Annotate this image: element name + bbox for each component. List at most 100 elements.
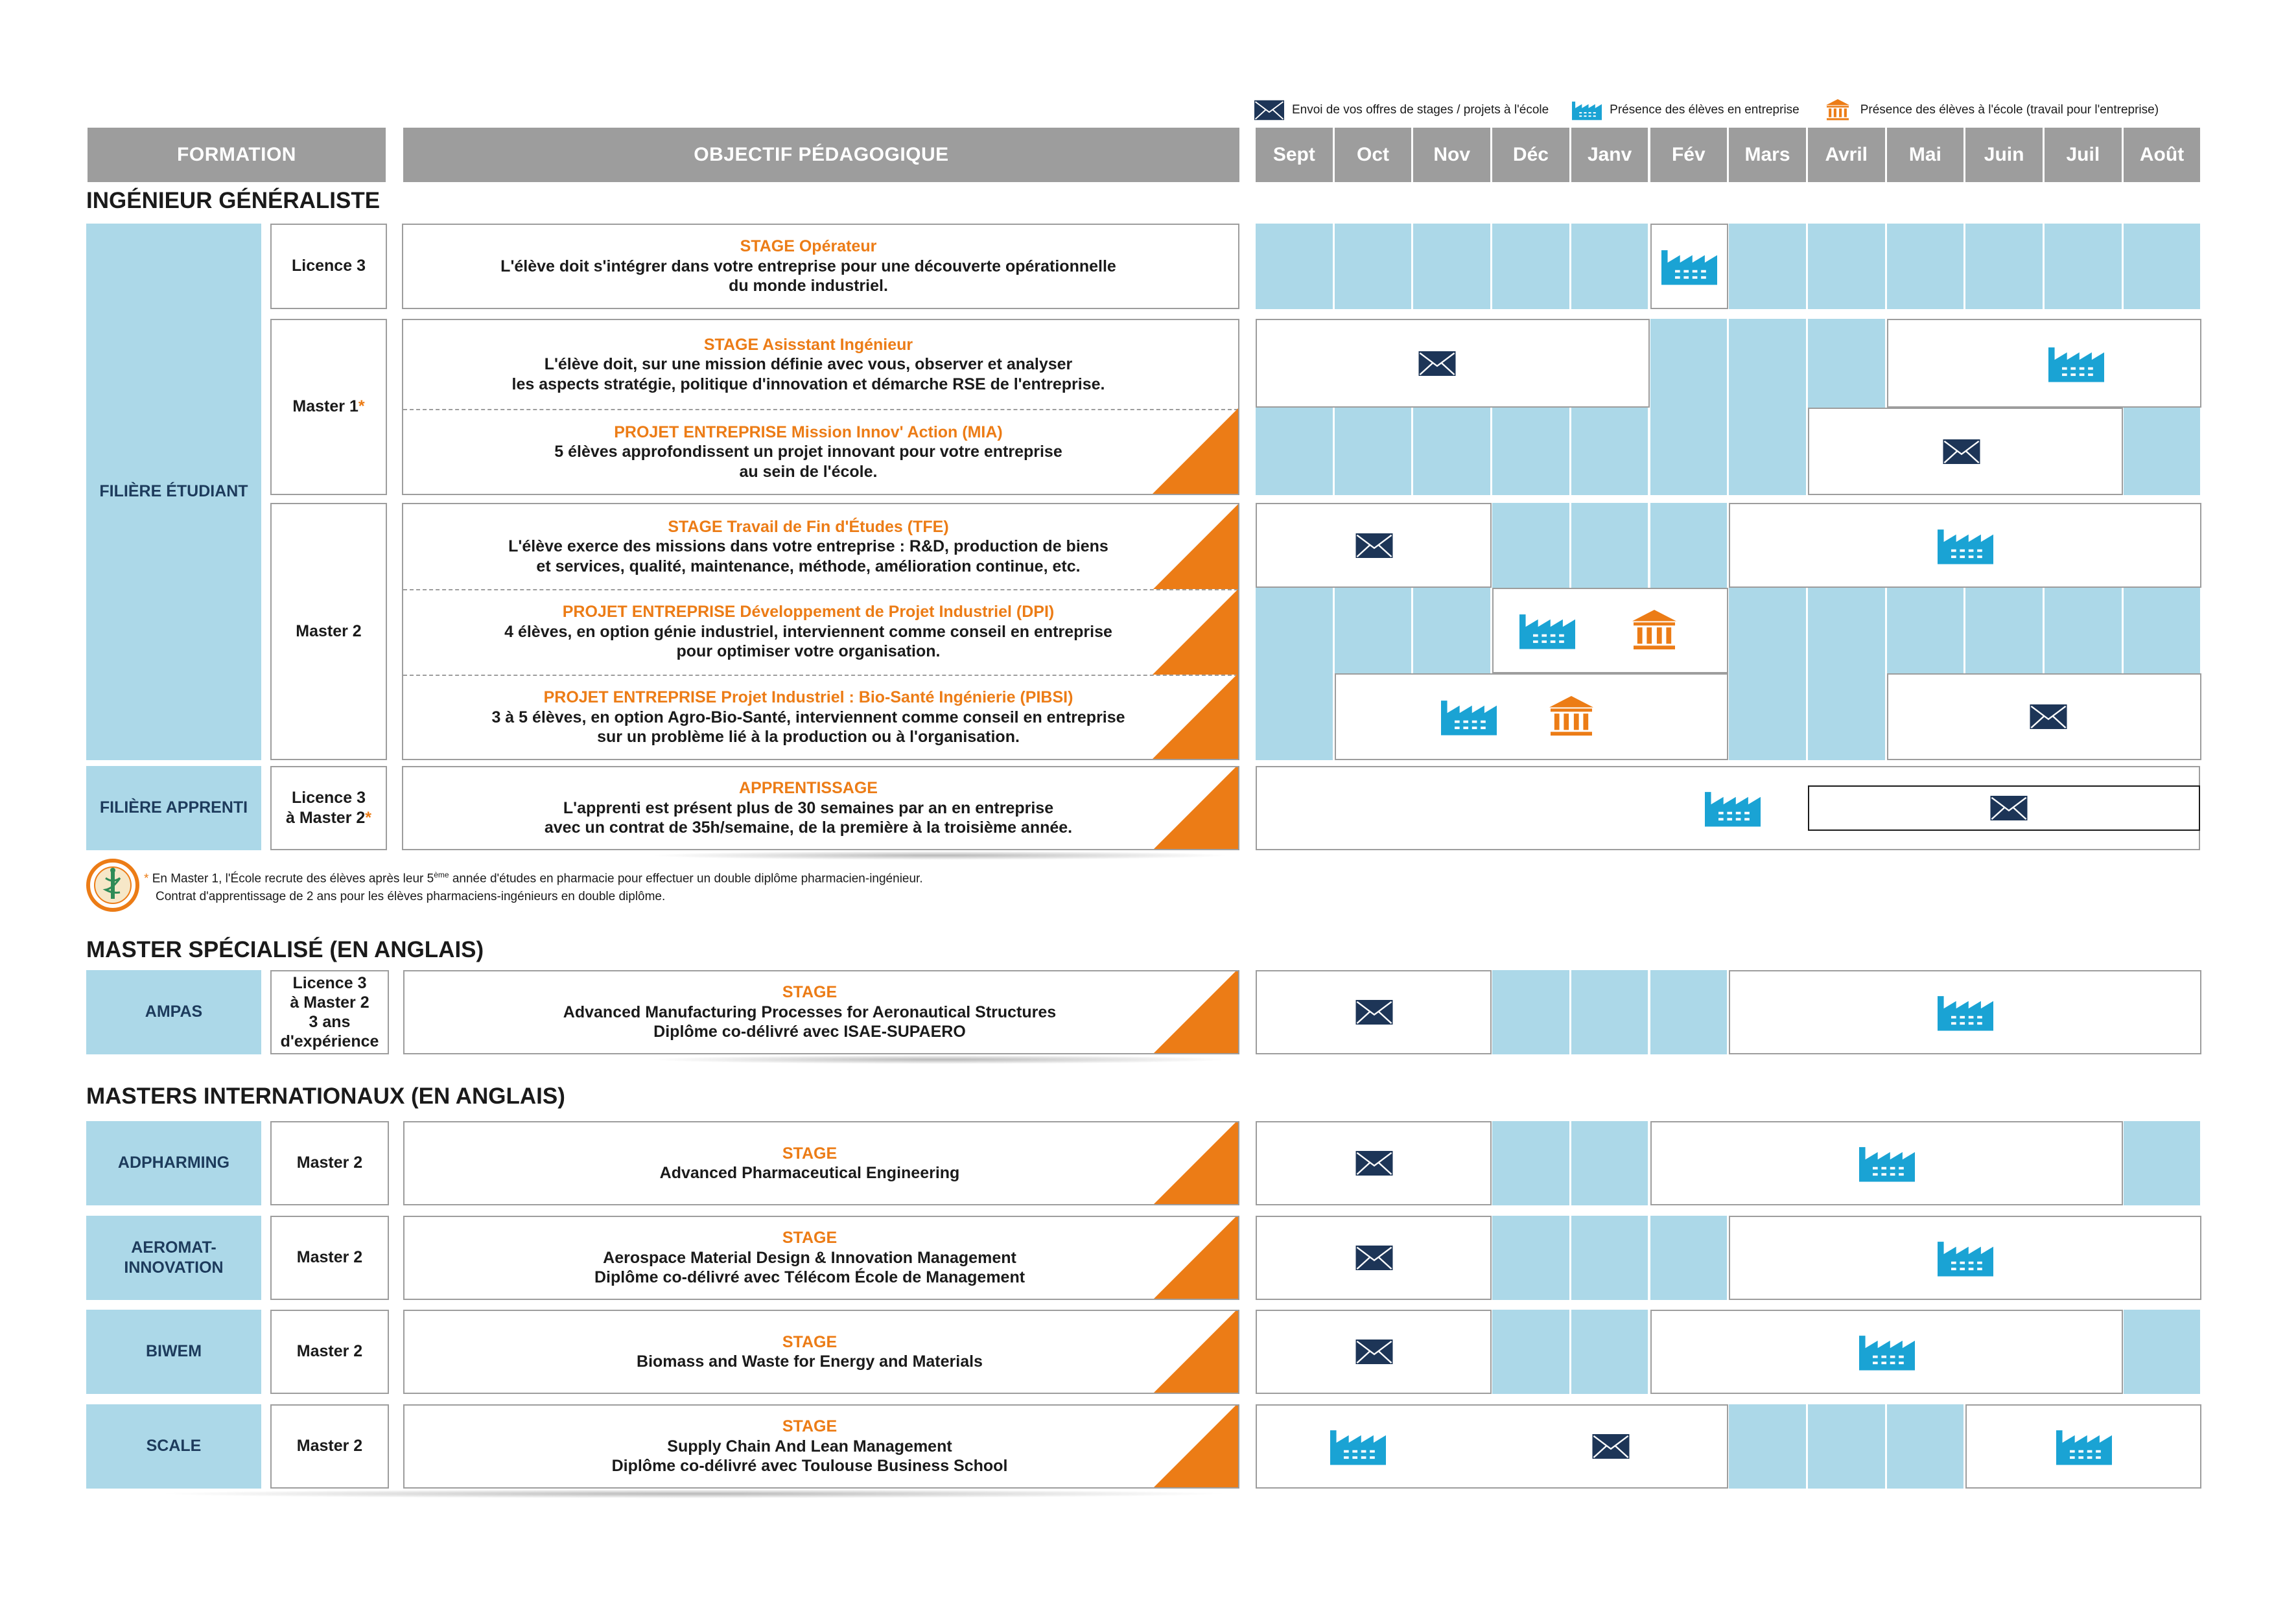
asterisk: * — [358, 397, 365, 416]
calendar-cell — [1413, 224, 1493, 309]
level-line-1: Licence 3 — [292, 788, 366, 807]
objective-title: PROJET ENTREPRISE Mission Innov' Action … — [614, 423, 1003, 441]
calendar-cell — [1807, 673, 1887, 760]
mail-icon — [1355, 1151, 1393, 1176]
month-header-cell: Mars — [1729, 128, 1806, 182]
calendar-cell — [1492, 408, 1571, 495]
objective-description: Biomass and Waste for Energy and Materia… — [637, 1352, 983, 1371]
mail-icon — [1355, 1340, 1393, 1364]
month-header-cell: Janv — [1571, 128, 1648, 182]
objective-description: L'élève doit s'intégrer dans votre entre… — [500, 257, 1116, 296]
footnote-line-1: * En Master 1, l'École recrute des élève… — [144, 870, 923, 888]
calendar-cell — [1492, 503, 1571, 588]
mail-icon — [1418, 351, 1456, 376]
header-objectif: OBJECTIF PÉDAGOGIQUE — [403, 128, 1239, 182]
level-master-2: Master 2 — [270, 503, 387, 760]
calendar-cell — [1334, 588, 1414, 673]
orange-corner — [1153, 589, 1238, 675]
objective-title: STAGE — [782, 1144, 838, 1163]
orange-corner — [1154, 1406, 1238, 1487]
calendar-cell — [1886, 224, 1966, 309]
calendar-cell — [1256, 588, 1335, 673]
factory-icon — [2056, 1428, 2112, 1465]
mail-icon — [1990, 796, 2028, 820]
month-header-cell: Août — [2123, 128, 2201, 182]
level-scale: Master 2 — [270, 1404, 389, 1489]
calendar-cell — [1256, 224, 1335, 309]
mail-icon — [1355, 1246, 1393, 1270]
level-line-2: à Master 2 — [290, 993, 369, 1012]
calendar-cell — [1965, 588, 2045, 673]
orange-corner — [1154, 1311, 1238, 1393]
month-header-cell: Nov — [1413, 128, 1491, 182]
program-adpharming: ADPHARMING — [86, 1121, 261, 1205]
calendar-cell — [2123, 588, 2203, 673]
mail-icon — [1943, 439, 1980, 464]
legend-mail-label: Envoi de vos offres de stages / projets … — [1292, 103, 1549, 117]
calendar-cell — [1492, 970, 1571, 1054]
objective-title: STAGE — [782, 1229, 838, 1247]
objective-title: STAGE Opérateur — [740, 237, 877, 256]
badge-icon — [86, 859, 139, 912]
level-line-2-text: à Master 2 — [285, 809, 366, 827]
factory-icon — [1330, 1428, 1386, 1465]
calendar-cell — [1650, 1216, 1729, 1300]
footnote-text-1b: année d'études en pharmacie pour effectu… — [449, 872, 923, 886]
objective-title: STAGE — [782, 1332, 838, 1351]
level-line-1: Licence 3 — [292, 974, 367, 992]
program-scale: SCALE — [86, 1404, 261, 1489]
calendar-cell — [1650, 970, 1729, 1054]
calendar-cell — [1729, 588, 1808, 673]
asterisk: * — [365, 809, 372, 827]
level-master-1: Master 1 * — [270, 319, 387, 495]
factory-icon — [1572, 99, 1602, 121]
row-divider — [403, 589, 1238, 590]
school-icon — [1823, 99, 1853, 121]
objective-description: 3 à 5 élèves, en option Agro-Bio-Santé, … — [491, 708, 1125, 747]
calendar-cell — [1334, 224, 1414, 309]
calendar-cell — [1807, 1404, 1887, 1489]
objective-title: STAGE — [782, 1417, 838, 1436]
objective-title: STAGE Asisstant Ingénieur — [703, 335, 913, 354]
calendar-cell — [1571, 970, 1650, 1054]
calendar-cell — [1886, 588, 1966, 673]
calendar-cell — [1571, 224, 1650, 309]
objective-description: Supply Chain And Lean Management Diplôme… — [611, 1437, 1008, 1476]
level-licence-3: Licence 3 — [270, 224, 387, 309]
calendar-cell — [1492, 224, 1571, 309]
filiere-etudiant: FILIÈRE ÉTUDIANT — [86, 224, 261, 760]
box-shadow — [648, 1055, 1232, 1064]
school-icon — [1632, 610, 1677, 651]
calendar-cell — [1965, 224, 2045, 309]
section-title-ingenieur: INGÉNIEUR GÉNÉRALISTE — [86, 188, 381, 213]
objective-box-aeromat: STAGE Aerospace Material Design & Innova… — [403, 1216, 1239, 1300]
factory-icon — [1519, 612, 1575, 649]
calendar-cell — [2123, 224, 2203, 309]
level-aeromat: Master 2 — [270, 1216, 389, 1300]
header-formation: FORMATION — [88, 128, 386, 182]
calendar-cell — [1571, 1310, 1650, 1394]
objective-description: L'élève doit, sur une mission définie av… — [511, 355, 1105, 393]
calendar-cell — [1571, 1216, 1650, 1300]
program-ampas: AMPAS — [86, 970, 261, 1054]
factory-icon — [1441, 698, 1497, 736]
program-biwem: BIWEM — [86, 1310, 261, 1394]
calendar-cell — [2123, 408, 2203, 495]
calendar-cell — [1256, 673, 1335, 760]
calendar-cell — [1807, 224, 1887, 309]
objective-title: PROJET ENTREPRISE Développement de Proje… — [562, 603, 1055, 621]
level-line-4: d'expérience — [280, 1032, 379, 1050]
calendar-cell — [1886, 1404, 1966, 1489]
legend-factory-label: Présence des élèves en entreprise — [1610, 103, 1799, 117]
period-block — [1256, 1404, 1729, 1489]
orange-corner — [1154, 767, 1238, 849]
program-name-line-1: AEROMAT- — [131, 1238, 217, 1257]
calendar-cell — [1729, 408, 1808, 495]
level-line-2: à Master 2* — [286, 808, 371, 828]
calendar-cell — [1729, 1404, 1808, 1489]
level-master-1-label: Master 1 — [292, 397, 358, 416]
footnote-text-1a: En Master 1, l'École recrute des élèves … — [152, 872, 434, 886]
footnote: * En Master 1, l'École recrute des élève… — [144, 870, 923, 905]
period-block — [1965, 1404, 2202, 1489]
calendar-cell — [1571, 408, 1650, 495]
